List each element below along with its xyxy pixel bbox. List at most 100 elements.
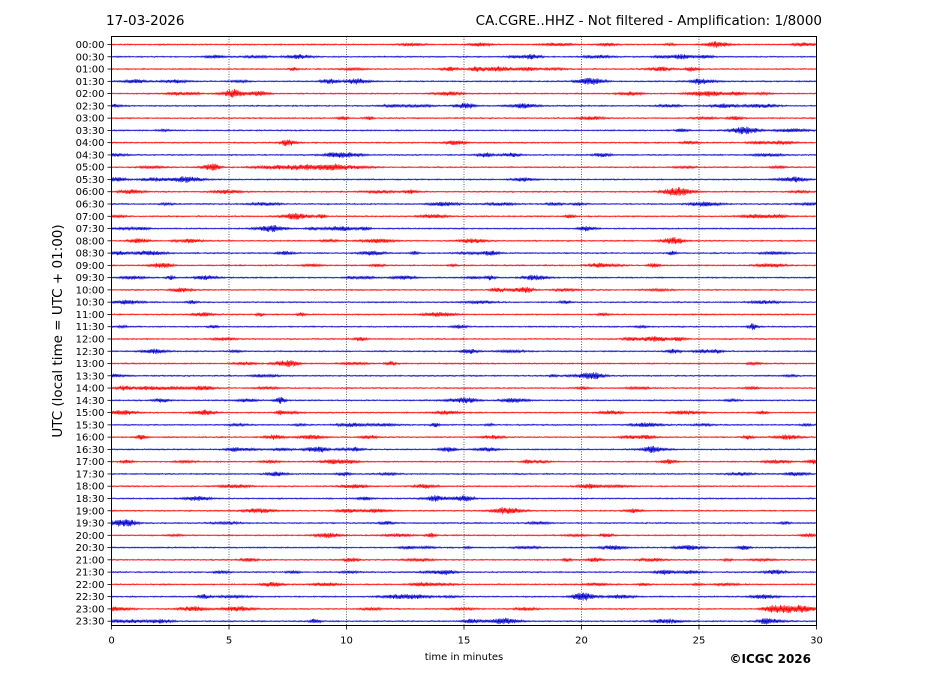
trace-0330 [111, 126, 817, 135]
trace-0100 [111, 66, 817, 72]
grid-lines [228, 36, 700, 626]
trace-0300 [111, 115, 817, 121]
trace-0430 [111, 152, 817, 159]
y-tick-label-15: 07:30 [76, 224, 105, 235]
trace-2100 [111, 557, 817, 563]
x-axis-label: time in minutes [425, 652, 504, 663]
x-ticks: 0 5 10 15 20 25 30 [108, 625, 823, 647]
y-tick-label-6: 03:00 [76, 114, 105, 125]
trace-1600 [111, 434, 817, 440]
y-tick-label-11: 05:30 [76, 175, 105, 186]
x-tick-label-2: 10 [340, 636, 353, 647]
trace-2030 [111, 544, 817, 551]
y-tick-label-18: 09:00 [76, 261, 105, 272]
trace-0530 [111, 176, 817, 183]
chart-title: CA.CGRE..HHZ - Not filtered - Amplificat… [476, 13, 822, 29]
trace-0000 [111, 41, 817, 48]
trace-1500 [111, 409, 817, 416]
x-tick-label-1: 5 [226, 636, 232, 647]
trace-1700 [111, 458, 817, 465]
trace-2300 [111, 604, 817, 614]
y-tick-label-20: 10:00 [76, 285, 105, 296]
y-tick-label-37: 18:30 [76, 494, 105, 505]
y-tick-label-13: 06:30 [76, 200, 105, 211]
y-tick-label-3: 01:30 [76, 77, 105, 88]
y-tick-label-7: 03:30 [76, 126, 105, 137]
x-tick-label-4: 20 [575, 636, 588, 647]
trace-0200 [111, 88, 817, 98]
y-tick-label-42: 21:00 [76, 555, 105, 566]
y-tick-label-45: 22:30 [76, 592, 105, 603]
x-tick-label-6: 30 [810, 636, 823, 647]
x-tick-label-0: 0 [108, 636, 114, 647]
trace-1230 [111, 348, 817, 355]
y-tick-label-41: 20:30 [76, 543, 105, 554]
y-tick-label-36: 18:00 [76, 482, 105, 493]
y-tick-label-44: 22:00 [76, 580, 105, 591]
y-tick-label-14: 07:00 [76, 212, 105, 223]
trace-1030 [111, 299, 817, 305]
y-tick-label-35: 17:30 [76, 469, 105, 480]
y-tick-label-29: 14:30 [76, 396, 105, 407]
y-tick-label-39: 19:30 [76, 519, 105, 530]
y-tick-label-2: 01:00 [76, 65, 105, 76]
trace-1730 [111, 471, 817, 477]
trace-1000 [111, 286, 817, 294]
y-tick-label-21: 10:30 [76, 298, 105, 309]
trace-1330 [111, 372, 817, 380]
y-tick-label-34: 17:00 [76, 457, 105, 468]
y-tick-label-27: 13:30 [76, 371, 105, 382]
trace-1200 [111, 336, 817, 342]
trace-0030 [111, 54, 817, 60]
trace-0500 [111, 163, 817, 171]
trace-2230 [111, 592, 817, 601]
y-tick-label-26: 13:00 [76, 359, 105, 370]
y-tick-label-23: 11:30 [76, 322, 105, 333]
y-tick-label-43: 21:30 [76, 568, 105, 579]
y-tick-label-38: 19:00 [76, 506, 105, 517]
y-axis-label: UTC (local time = UTC + 01:00) [50, 224, 66, 437]
trace-1630 [111, 445, 817, 453]
plot-frame [111, 36, 817, 626]
y-tick-label-5: 02:30 [76, 101, 105, 112]
y-tick-label-22: 11:00 [76, 310, 105, 321]
y-tick-label-10: 05:00 [76, 163, 105, 174]
trace-2200 [111, 581, 817, 587]
trace-1400 [111, 385, 817, 391]
y-tick-label-32: 16:00 [76, 433, 105, 444]
y-tick-label-25: 12:30 [76, 347, 105, 358]
trace-0830 [111, 250, 817, 256]
trace-0800 [111, 236, 817, 245]
trace-1300 [111, 360, 817, 368]
x-tick-label-5: 25 [693, 636, 706, 647]
trace-0900 [111, 262, 817, 268]
trace-0630 [111, 201, 817, 207]
y-tick-label-19: 09:30 [76, 273, 105, 284]
y-tick-label-28: 14:00 [76, 384, 105, 395]
chart-date: 17-03-2026 [106, 13, 184, 29]
trace-1830 [111, 494, 817, 502]
y-tick-label-8: 04:00 [76, 138, 105, 149]
copyright-text: ©ICGC 2026 [729, 652, 811, 666]
y-tick-label-33: 16:30 [76, 445, 105, 456]
trace-0230 [111, 102, 817, 109]
y-tick-label-0: 00:00 [76, 40, 105, 51]
trace-0730 [111, 224, 817, 233]
y-tick-label-1: 00:30 [76, 52, 105, 63]
trace-0930 [111, 274, 817, 281]
trace-1900 [111, 507, 817, 515]
y-tick-label-9: 04:30 [76, 150, 105, 161]
trace-0600 [111, 187, 817, 196]
trace-2000 [111, 532, 817, 539]
y-tick-label-4: 02:00 [76, 89, 105, 100]
trace-1930 [111, 519, 817, 527]
trace-1530 [111, 422, 817, 428]
y-tick-label-24: 12:00 [76, 334, 105, 345]
x-tick-label-3: 15 [458, 636, 471, 647]
trace-2130 [111, 569, 817, 576]
trace-2330 [111, 617, 817, 625]
trace-0400 [111, 139, 817, 147]
trace-0700 [111, 213, 817, 220]
